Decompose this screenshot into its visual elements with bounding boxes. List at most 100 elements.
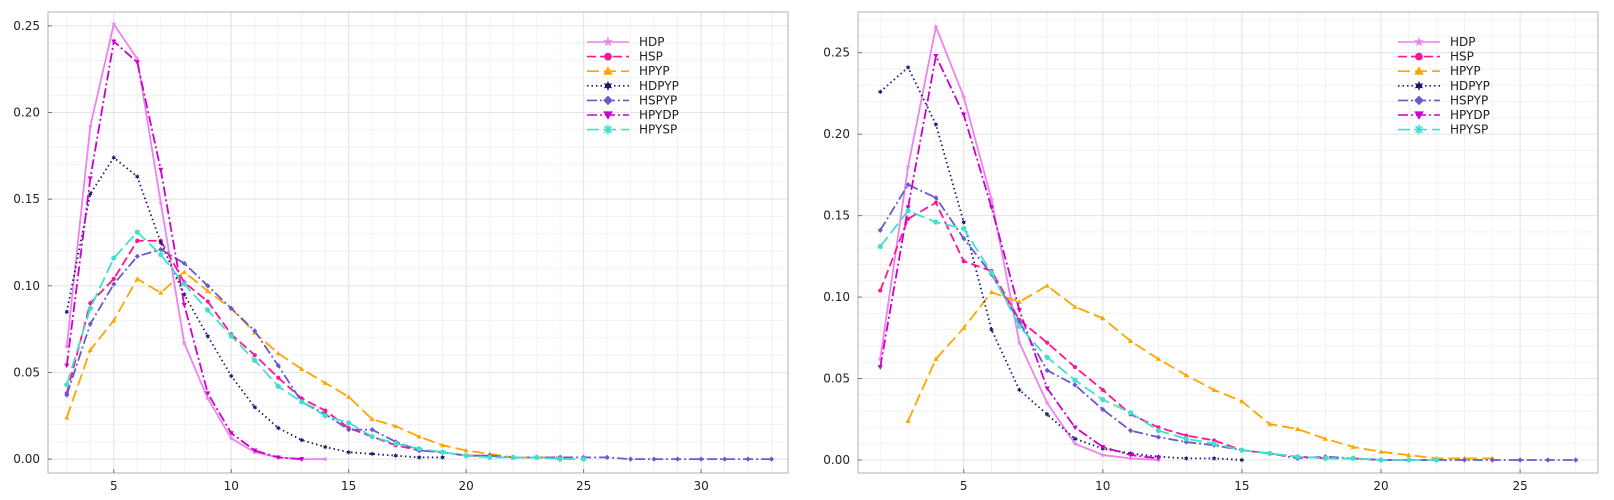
data-point-hpydp [933, 54, 939, 59]
data-point-hpyp [1322, 436, 1328, 441]
data-point-hspyp [1016, 318, 1022, 325]
data-point-hspyp [721, 456, 728, 462]
data-point-hspyp [158, 246, 164, 253]
legend-label-hpyp: HPYP [1450, 64, 1481, 78]
data-point-hpyp [322, 380, 328, 385]
data-point-hpyp [1183, 372, 1189, 378]
data-point-hpysp [181, 281, 187, 287]
x-tick-label: 20 [459, 479, 474, 493]
data-point-hdpyp [1239, 457, 1245, 463]
data-point-hpysp [933, 219, 939, 225]
legend-label-hdpyp: HDPYP [1450, 79, 1490, 93]
data-point-hpysp [581, 456, 587, 462]
data-point-hpydp [158, 167, 164, 173]
x-tick-label: 30 [693, 479, 708, 493]
data-point-hpydp [1100, 444, 1106, 450]
data-point-hpydp [228, 431, 234, 436]
series-group [64, 21, 775, 462]
x-tick-label: 5 [960, 479, 968, 493]
legend-marker-hdp [1413, 36, 1425, 47]
data-point-hspyp [111, 281, 117, 287]
legend-label-hpydp: HPYDP [1450, 108, 1490, 122]
legend-label-hspyp: HSPYP [639, 93, 677, 107]
data-point-hdp [87, 123, 94, 129]
legend-marker-hsp [1415, 52, 1423, 61]
data-point-hpysp [1016, 323, 1022, 329]
data-point-hpysp [1072, 377, 1078, 383]
data-point-hpyp [933, 356, 939, 361]
data-point-hspyp [933, 195, 939, 201]
data-point-hsp [135, 238, 140, 243]
data-point-hdp [905, 163, 911, 170]
data-point-hpysp [1406, 457, 1412, 463]
data-point-hpydp [877, 365, 883, 370]
data-point-hdpyp [1044, 411, 1050, 418]
data-point-hpysp [905, 208, 911, 214]
data-point-hpyp [1100, 315, 1106, 321]
x-tick-label: 20 [1373, 479, 1388, 493]
data-point-hdpyp [416, 454, 422, 461]
data-point-hsp [276, 375, 281, 380]
data-point-hdp [1044, 400, 1050, 406]
data-point-hpyp [905, 418, 911, 423]
data-point-hpysp [1294, 454, 1301, 460]
data-point-hpysp [1267, 450, 1273, 457]
data-point-hpysp [346, 420, 352, 426]
data-point-hsp [1045, 340, 1050, 345]
data-point-hdp [960, 93, 967, 100]
data-point-hspyp [961, 235, 967, 242]
data-point-hpyp [275, 350, 281, 356]
data-point-hpydp [64, 363, 70, 369]
x-tick-label: 15 [1234, 479, 1249, 493]
data-point-hdpyp [252, 404, 258, 410]
x-tick-label: 5 [110, 479, 118, 493]
data-point-hpysp [111, 255, 117, 261]
data-point-hdp [877, 356, 883, 362]
data-point-hspyp [1155, 434, 1162, 440]
data-point-hpyp [111, 317, 117, 323]
data-point-hpysp [64, 382, 70, 388]
data-point-hspyp [369, 427, 375, 433]
chart-panel-1: 5 10 15 20 25 300.000.050.100.150.200.25HDPHS… [13, 11, 789, 493]
data-point-hspyp [745, 456, 751, 462]
data-point-hspyp [205, 283, 211, 289]
data-point-hdpyp [933, 121, 939, 128]
data-point-hpysp [1378, 457, 1384, 463]
data-point-hspyp [1128, 428, 1134, 434]
data-point-hdpyp [111, 154, 117, 161]
data-point-hspyp [628, 456, 634, 462]
data-point-hpyp [181, 269, 187, 274]
data-point-hpydp [905, 205, 911, 211]
data-point-hpysp [1100, 397, 1106, 403]
legend-marker-hpyp [1414, 66, 1424, 75]
data-point-hdpyp [877, 89, 883, 95]
data-point-hpysp [988, 270, 995, 276]
data-point-hspyp [1573, 457, 1579, 463]
data-point-hpyp [1155, 356, 1162, 361]
data-point-hpysp [205, 307, 211, 313]
data-point-hpysp [1350, 455, 1356, 461]
y-tick-label: 0.10 [823, 290, 850, 304]
plot-frame [857, 11, 1599, 474]
data-point-hspyp [252, 328, 258, 334]
data-point-hpysp [158, 252, 164, 258]
data-point-hspyp [877, 227, 883, 233]
series-line-hdpyp [879, 66, 1242, 461]
data-point-hsp [878, 288, 883, 293]
data-point-hpydp [1072, 425, 1078, 430]
data-point-hspyp [1072, 382, 1078, 388]
data-point-hspyp [674, 456, 681, 462]
legend-label-hpyp: HPYP [639, 64, 670, 78]
data-point-hdp [111, 21, 117, 27]
data-point-hpysp [877, 243, 883, 250]
data-point-hpysp [393, 440, 399, 447]
data-point-hsp [1184, 433, 1189, 438]
data-point-hpyp [416, 434, 422, 439]
data-point-hsp [323, 408, 328, 413]
data-point-hspyp [1100, 406, 1106, 413]
data-point-hpydp [299, 457, 305, 462]
data-point-hsp [933, 200, 938, 205]
data-point-hspyp [698, 456, 704, 462]
data-point-hpydp [961, 112, 967, 118]
